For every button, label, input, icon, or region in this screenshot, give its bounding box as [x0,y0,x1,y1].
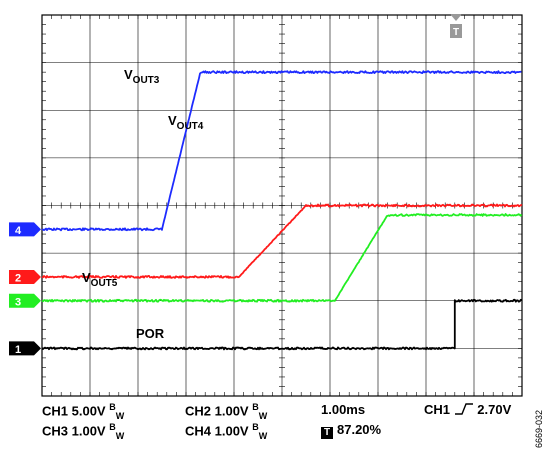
channel-marker-4: 4 [9,222,41,237]
trace-layer [41,70,523,351]
channel-marker-number: 3 [15,296,21,308]
ch2-setting: CH2 1.00V BW [185,402,268,421]
channel-marker-shape [9,341,41,356]
trigger-position-marker: T [450,14,462,38]
channel-marker-2: 2 [9,269,41,284]
trigger-marker-letter: T [453,27,459,38]
timebase-setting: 1.00ms [321,402,366,417]
channel-marker-number: 4 [15,225,22,237]
trigger-position-setting: T 87.20% [321,422,381,439]
channel-marker-1: 1 [9,341,41,356]
trace-vout5 [41,213,523,303]
ch3-setting: CH3 1.00V BW [42,422,125,441]
trace-label-vout4: VOUT4 [168,113,204,132]
channel-marker-number: 2 [15,272,21,284]
scope-settings: CH1 5.00V BW CH2 1.00V BW 1.00ms CH1 2.7… [42,402,522,442]
trace-vout4 [41,203,523,279]
trigger-setting: CH1 2.70V [424,402,512,417]
graticule [41,14,523,397]
trace-label-vout5: VOUT5 [82,270,118,289]
channel-marker-shape [9,293,41,308]
channel-marker-number: 1 [15,344,21,356]
channel-markers: 4 2 3 1 [9,222,41,356]
trace-por [41,298,522,351]
channel-marker-shape [9,222,41,237]
ch4-setting: CH4 1.00V BW [185,422,268,441]
channel-marker-3: 3 [9,293,41,308]
trace-label-por: POR [136,326,165,341]
trace-vout3 [41,70,522,232]
ch1-setting: CH1 5.00V BW [42,402,125,421]
trace-label-vout3: VOUT3 [124,67,160,86]
figure-id: 6669-032 [534,409,544,448]
rising-edge-icon [454,403,473,415]
oscilloscope-plot: 4 2 3 1 VOUT3 VOUT4 VOUT5 POR T [9,14,523,397]
channel-marker-shape [9,269,41,284]
trigger-icon: T [321,427,333,439]
